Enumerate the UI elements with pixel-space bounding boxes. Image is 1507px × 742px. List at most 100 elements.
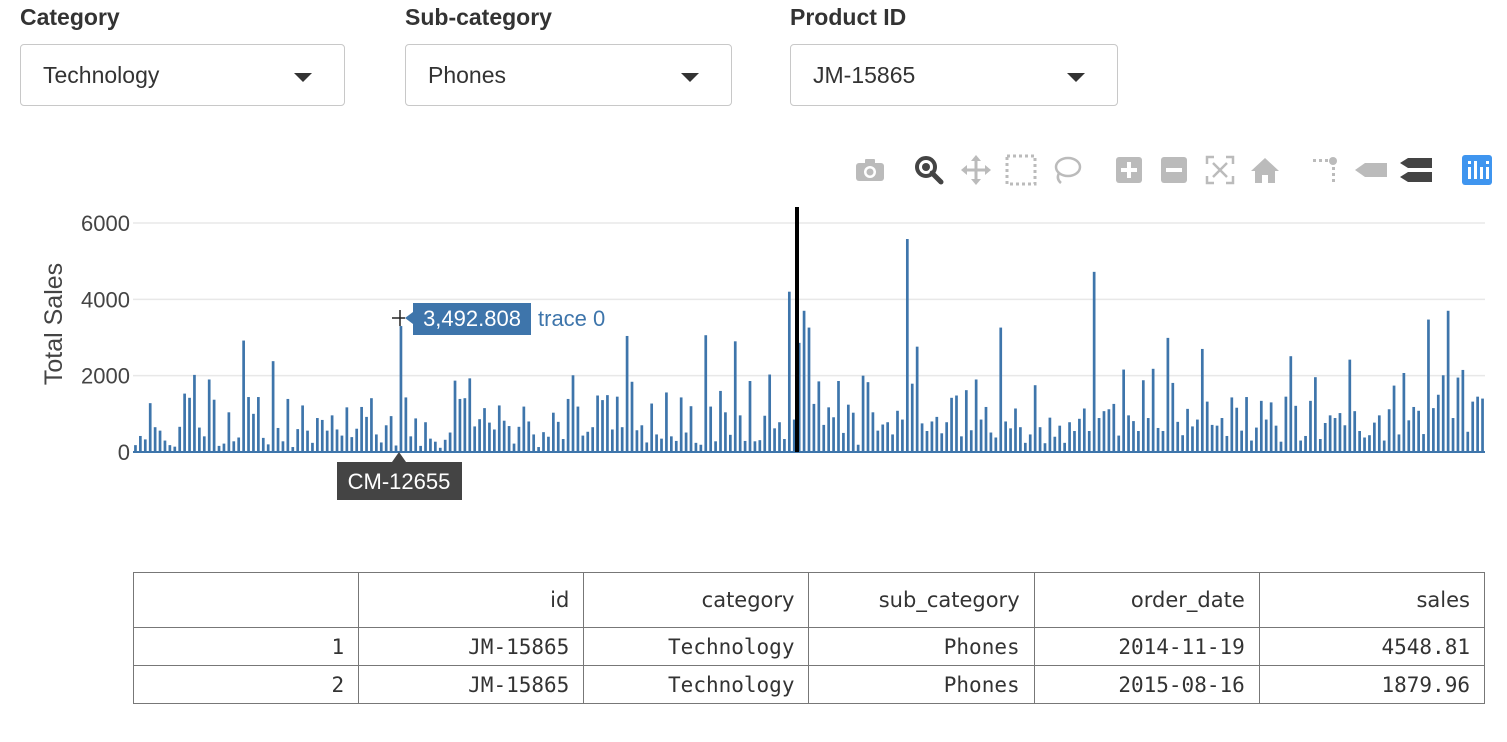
- bar[interactable]: [733, 341, 737, 452]
- bar[interactable]: [945, 422, 949, 452]
- bar[interactable]: [1387, 409, 1391, 452]
- bar[interactable]: [586, 431, 590, 452]
- bar[interactable]: [1338, 413, 1342, 452]
- bar[interactable]: [655, 434, 658, 452]
- bar[interactable]: [984, 406, 988, 452]
- bar[interactable]: [1053, 436, 1057, 452]
- bar[interactable]: [1289, 356, 1293, 452]
- bar[interactable]: [483, 408, 486, 452]
- bar[interactable]: [876, 430, 880, 452]
- bar[interactable]: [1318, 439, 1322, 452]
- bar[interactable]: [1063, 442, 1066, 452]
- bar[interactable]: [792, 419, 796, 452]
- bar[interactable]: [728, 434, 732, 452]
- bar[interactable]: [1392, 385, 1396, 452]
- bar[interactable]: [178, 426, 182, 452]
- bar[interactable]: [488, 422, 491, 452]
- bar[interactable]: [669, 436, 673, 452]
- bar[interactable]: [1166, 337, 1170, 452]
- bar[interactable]: [1481, 398, 1484, 452]
- bar[interactable]: [394, 445, 398, 452]
- bar[interactable]: [1200, 348, 1204, 452]
- bar[interactable]: [758, 440, 762, 452]
- bar[interactable]: [1156, 427, 1160, 452]
- bar[interactable]: [1358, 431, 1361, 452]
- bar[interactable]: [714, 441, 717, 452]
- bar[interactable]: [581, 435, 585, 452]
- bar[interactable]: [1264, 419, 1268, 452]
- bar[interactable]: [1048, 417, 1052, 452]
- bar[interactable]: [276, 427, 280, 452]
- bar[interactable]: [856, 444, 860, 452]
- bar[interactable]: [1274, 425, 1278, 452]
- bar[interactable]: [301, 405, 304, 452]
- zoom-icon[interactable]: [912, 150, 946, 190]
- bar[interactable]: [1240, 430, 1243, 452]
- bar[interactable]: [822, 424, 826, 452]
- bar[interactable]: [316, 418, 319, 452]
- bar[interactable]: [257, 397, 260, 452]
- bar[interactable]: [1225, 435, 1229, 452]
- bar[interactable]: [311, 442, 314, 452]
- bar[interactable]: [960, 436, 963, 452]
- bar[interactable]: [340, 435, 344, 452]
- bar[interactable]: [1456, 377, 1460, 452]
- bar[interactable]: [905, 239, 909, 452]
- bar[interactable]: [1323, 422, 1327, 452]
- bar[interactable]: [1294, 405, 1298, 452]
- category-select[interactable]: Technology: [20, 44, 345, 106]
- bar[interactable]: [1033, 385, 1037, 452]
- bar[interactable]: [1309, 400, 1312, 452]
- bar[interactable]: [1161, 431, 1165, 452]
- bar[interactable]: [1461, 369, 1465, 452]
- bar[interactable]: [1151, 368, 1155, 452]
- bar[interactable]: [1191, 426, 1194, 452]
- bar[interactable]: [232, 441, 236, 452]
- bar[interactable]: [561, 439, 565, 452]
- bar[interactable]: [1230, 397, 1234, 452]
- bar[interactable]: [522, 406, 526, 452]
- bar[interactable]: [964, 390, 968, 452]
- bar[interactable]: [173, 446, 177, 452]
- bar[interactable]: [158, 430, 162, 452]
- bar[interactable]: [1215, 425, 1219, 452]
- bar[interactable]: [724, 412, 727, 452]
- bar[interactable]: [1284, 396, 1288, 452]
- bar[interactable]: [802, 310, 806, 452]
- bar[interactable]: [1451, 418, 1455, 452]
- bar[interactable]: [1441, 375, 1445, 452]
- bar[interactable]: [1073, 431, 1076, 452]
- bar[interactable]: [1250, 440, 1253, 452]
- bar[interactable]: [414, 418, 418, 452]
- bar[interactable]: [1353, 411, 1357, 452]
- bar[interactable]: [635, 430, 639, 452]
- bar[interactable]: [370, 398, 373, 452]
- bar[interactable]: [674, 440, 678, 452]
- bar[interactable]: [552, 412, 555, 452]
- bar[interactable]: [188, 397, 191, 452]
- bar[interactable]: [291, 447, 295, 452]
- bar[interactable]: [222, 443, 226, 452]
- bar[interactable]: [443, 439, 447, 452]
- bar[interactable]: [345, 407, 349, 452]
- bar[interactable]: [183, 393, 186, 452]
- bar[interactable]: [271, 361, 275, 452]
- bar[interactable]: [1259, 400, 1263, 452]
- bar[interactable]: [389, 416, 393, 452]
- bar[interactable]: [306, 430, 309, 452]
- bar[interactable]: [925, 431, 929, 452]
- bar[interactable]: [134, 445, 137, 452]
- bar[interactable]: [591, 427, 595, 452]
- bar[interactable]: [355, 428, 359, 452]
- camera-icon[interactable]: [853, 150, 887, 190]
- bar[interactable]: [1186, 408, 1189, 452]
- bar[interactable]: [699, 444, 703, 452]
- zoom-in-icon[interactable]: [1112, 150, 1146, 190]
- bar[interactable]: [566, 398, 570, 452]
- bar[interactable]: [168, 445, 172, 452]
- bar[interactable]: [999, 327, 1003, 452]
- bar[interactable]: [517, 426, 521, 452]
- bar[interactable]: [1107, 409, 1111, 452]
- bar[interactable]: [1476, 396, 1479, 452]
- hover-compare-icon[interactable]: [1400, 150, 1434, 190]
